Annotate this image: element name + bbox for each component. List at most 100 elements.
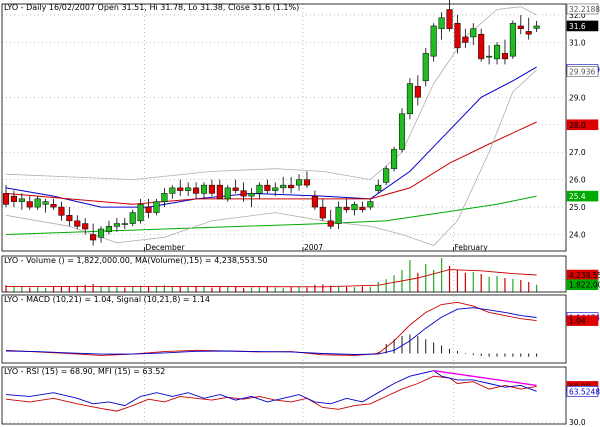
candle-body-20 [161,193,168,202]
price-panel-title: LYO - Daily 16/02/2007 Open 31.51, Hi 31… [4,3,299,12]
candle-body-51 [406,83,413,115]
candle-body-60 [478,33,485,60]
candle-body-66 [525,31,532,35]
candle-body-55 [438,17,445,29]
rsi-trendline [433,370,537,387]
price-tick-label-2: 26.0 [569,176,586,185]
price-value-tag-label-5: 25.4 [569,192,586,201]
volume-ma-line [6,269,537,288]
series-layer [2,0,540,412]
rsi-value-tag-1 [566,386,599,397]
price-tick-label-5: 29.0 [569,93,586,102]
candle-body-8 [66,215,73,222]
price-frame [1,3,567,252]
price-value-tag-5 [566,190,599,202]
rsi-frame [1,366,567,425]
rsi-series-rsi [5,375,537,412]
candle-body-64 [509,22,516,57]
labels-layer: LYO - Daily 16/02/2007 Open 31.51, Hi 31… [4,3,600,427]
candle-body-41 [327,220,334,227]
candle-body-47 [375,184,382,191]
candle-body-58 [462,36,469,43]
volume-panel-title: LYO - Volume () = 1,822,000.00, MA(Volum… [4,256,268,265]
price-value-tag-label-3: 29.936 [569,68,595,77]
candle-body-44 [351,204,358,211]
price-value-tag-label-4: 28.0 [569,121,586,130]
price-tick-label-7: 32.0 [569,11,586,20]
candle-body-38 [303,179,311,186]
candle-body-37 [295,179,303,186]
price-value-tag-1 [566,20,599,32]
candle-body-29 [232,187,239,191]
macd-series-0 [5,301,537,356]
candle-body-46 [367,201,374,208]
candle-body-36 [288,184,295,189]
rsi-panel-title: LYO - RSI (15) = 68.90, MFI (15) = 63.52 [4,367,165,376]
candle-body-54 [430,25,437,57]
volume-frame [1,255,567,293]
candle-body-39 [311,195,318,208]
candle-body-45 [359,206,366,211]
price-line-bb_upper [5,6,537,181]
x-label-0: December [146,243,186,252]
candle-body-3 [26,201,33,208]
candle-body-12 [97,228,105,238]
candle-body-27 [216,184,223,200]
candle-body-7 [58,206,65,216]
panel-frames [1,3,567,425]
candle-body-49 [391,149,398,169]
price-line-bb_lower [5,69,537,246]
candle-body-11 [90,234,97,241]
candle-body-28 [224,187,231,200]
rsi-tick-label-0: 30.0 [569,418,586,427]
candle-body-52 [414,86,421,98]
rsi-series-mfi [5,370,537,407]
candle-body-56 [446,9,453,29]
volume-value-tag-label-0: 4,238,553.50 [569,271,600,280]
price-value-tag-label-0: 32.2188 [569,5,600,14]
candle-body-31 [248,193,255,197]
candle-body-26 [208,184,215,194]
candle-body-17 [137,204,144,222]
candle-body-67 [533,25,540,29]
candle-body-63 [501,53,509,60]
volume-value-tag-1 [566,279,599,291]
candle-body-6 [50,204,57,208]
candle-body-18 [145,206,152,213]
candle-body-16 [129,212,136,224]
candle-body-5 [42,201,49,205]
candle-body-22 [177,187,184,191]
candle-body-40 [319,206,326,219]
candle-body-53 [422,53,429,82]
candle-body-4 [34,198,41,208]
candle-body-42 [335,206,342,224]
candle-body-21 [169,187,176,194]
candle-body-32 [256,184,263,194]
candle-body-59 [470,28,477,38]
price-value-tag-3 [566,66,599,77]
candle-body-65 [517,25,524,29]
candle-body-15 [121,223,128,225]
price-tick-label-3: 27.0 [569,148,586,157]
macd-value-tag-1 [566,315,599,326]
candle-body-57 [454,22,461,49]
candle-body-13 [105,226,113,233]
candle-body-43 [343,206,350,211]
candle-body-50 [398,113,406,150]
candle-body-23 [185,187,192,191]
macd-value-tag-label-1: 1.04 [569,317,586,326]
x-label-2: February [454,243,488,252]
candle-body-14 [113,223,120,227]
volume-value-tag-label-1: 1,822,000 [569,281,600,290]
price-value-tag-4 [566,119,599,131]
price-line-ma50 [5,121,537,205]
price-line-ma20 [5,66,537,208]
price-tick-label-1: 25.0 [569,203,586,212]
candle-body-48 [383,168,390,183]
candle-body-61 [486,55,493,58]
grid-layer [2,4,566,424]
candle-body-62 [493,44,501,60]
candle-body-19 [153,201,160,213]
macd-panel-title: LYO - MACD (10,21) = 1.04, Signal (10,21… [4,295,210,304]
